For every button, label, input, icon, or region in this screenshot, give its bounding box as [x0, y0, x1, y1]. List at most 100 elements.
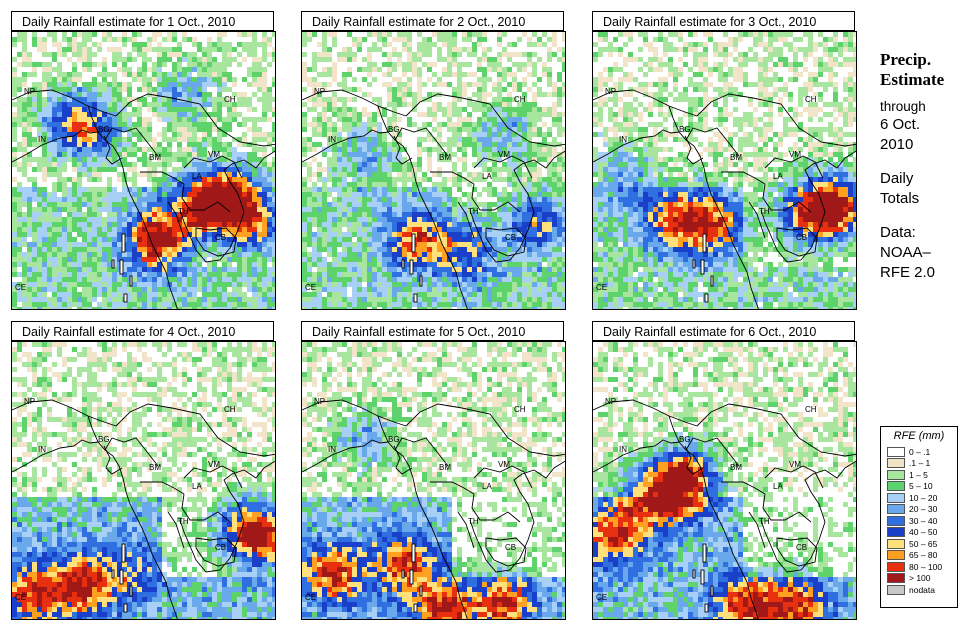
rain-cell	[52, 292, 57, 297]
rain-cell	[517, 117, 522, 122]
rain-cell	[142, 52, 147, 57]
rain-cell	[302, 117, 307, 122]
rain-cell	[117, 277, 122, 282]
rain-cell	[337, 182, 342, 187]
rain-cell	[152, 302, 157, 307]
rain-cell	[127, 117, 132, 122]
rain-cell	[82, 262, 87, 267]
rain-cell	[42, 212, 47, 217]
rain-cell	[417, 147, 422, 152]
rain-cell	[117, 262, 122, 267]
rain-cell	[497, 32, 502, 37]
rain-cell	[462, 252, 467, 257]
rain-cell	[347, 282, 352, 287]
rain-cell	[367, 52, 372, 57]
rain-cell	[37, 222, 42, 227]
rain-cell	[192, 117, 197, 122]
rain-cell	[17, 117, 22, 122]
rain-cell	[377, 177, 382, 182]
rain-cell	[232, 287, 237, 292]
rain-cell	[532, 142, 537, 147]
rain-cell	[532, 62, 537, 67]
rain-cell	[197, 62, 202, 67]
rain-cell	[437, 52, 442, 57]
rain-cell	[237, 167, 242, 172]
rain-cell	[127, 197, 132, 202]
rain-cell	[542, 122, 547, 127]
rain-cell	[432, 292, 437, 297]
rain-cell	[397, 97, 402, 102]
rain-cell	[227, 47, 232, 52]
rain-cell	[407, 267, 412, 272]
rain-cell	[232, 147, 237, 152]
rain-cell	[152, 152, 157, 157]
rain-cell	[67, 102, 72, 107]
rain-cell	[437, 147, 442, 152]
rain-cell	[232, 177, 237, 182]
rain-cell	[82, 222, 87, 227]
rain-cell	[412, 252, 417, 257]
rain-cell	[87, 152, 92, 157]
rain-cell	[127, 67, 132, 72]
rain-cell	[242, 272, 247, 277]
rain-cell	[482, 37, 487, 42]
rain-cell	[427, 292, 432, 297]
rain-cell	[27, 267, 32, 272]
rain-cell	[67, 227, 72, 232]
rain-cell	[457, 252, 462, 257]
rain-cell	[102, 237, 107, 242]
rain-cell	[207, 162, 212, 167]
rain-cell	[182, 157, 187, 162]
rain-cell	[482, 262, 487, 267]
rain-cell	[257, 307, 262, 309]
rain-cell	[317, 237, 322, 242]
rain-cell	[37, 262, 42, 267]
rain-cell	[42, 82, 47, 87]
rain-cell	[257, 227, 262, 232]
rain-cell	[57, 52, 62, 57]
rain-cell	[467, 302, 472, 307]
rain-cell	[67, 222, 72, 227]
rain-cell	[197, 212, 202, 217]
rain-cell	[497, 137, 502, 142]
rain-cell	[57, 167, 62, 172]
rain-cell	[417, 92, 422, 97]
rain-cell	[57, 272, 62, 277]
rain-cell	[112, 227, 117, 232]
rain-cell	[92, 297, 97, 302]
rain-cell	[117, 267, 122, 272]
rain-cell	[442, 237, 447, 242]
rain-cell	[32, 137, 37, 142]
rain-cell	[192, 277, 197, 282]
rain-cell	[537, 277, 542, 282]
rain-cell	[57, 157, 62, 162]
rain-cell	[447, 47, 452, 52]
rain-cell	[367, 222, 372, 227]
rain-cell	[542, 287, 547, 292]
rain-cell	[447, 267, 452, 272]
rain-cell	[437, 137, 442, 142]
rain-cell	[222, 67, 227, 72]
panel-title: Daily Rainfall estimate for 1 Oct., 2010	[11, 11, 274, 31]
rain-cell	[427, 277, 432, 282]
rain-cell	[77, 242, 82, 247]
rain-cell	[312, 87, 317, 92]
rain-cell	[407, 287, 412, 292]
rain-cell	[52, 232, 57, 237]
rain-cell	[227, 172, 232, 177]
rain-cell	[197, 127, 202, 132]
rain-cell	[332, 292, 337, 297]
rain-cell	[87, 162, 92, 167]
rain-cell	[352, 37, 357, 42]
rain-cell	[417, 182, 422, 187]
rain-cell	[132, 287, 137, 292]
rain-cell	[337, 127, 342, 132]
rain-cell	[512, 172, 517, 177]
rain-cell	[312, 182, 317, 187]
rain-cell	[537, 37, 542, 42]
rain-cell	[427, 272, 432, 277]
rain-cell	[432, 232, 437, 237]
rain-cell	[467, 267, 472, 272]
rain-cell	[302, 142, 307, 147]
rain-cell	[497, 292, 502, 297]
